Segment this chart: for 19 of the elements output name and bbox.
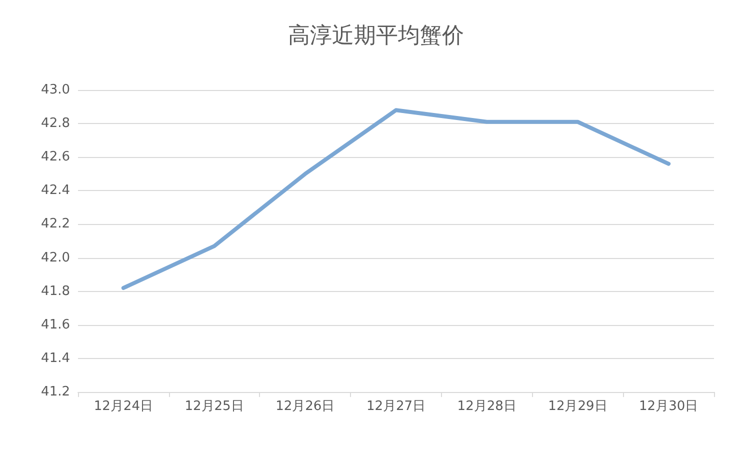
line-series (121, 108, 671, 290)
y-tick-label: 42.6 (41, 150, 70, 165)
x-tick-label: 12月29日 (548, 399, 608, 414)
x-tick-label: 12月28日 (457, 399, 516, 414)
y-tick-label: 41.2 (41, 384, 70, 400)
y-tick-label: 43.0 (41, 82, 70, 98)
x-tick-label: 12月30日 (639, 399, 698, 414)
y-tick-label: 41.8 (41, 284, 70, 299)
chart-title: 高淳近期平均蟹价 (288, 24, 464, 48)
y-tick-label: 42.0 (41, 250, 70, 266)
y-tick-label: 42.2 (41, 216, 70, 232)
x-tick-label: 12月24日 (94, 399, 153, 414)
y-tick-label: 41.6 (41, 317, 70, 332)
y-tick-label: 42.4 (41, 183, 70, 198)
x-tick-label: 12月25日 (184, 399, 244, 414)
x-tick-label: 12月26日 (276, 399, 335, 414)
y-tick-label: 42.8 (41, 116, 70, 132)
x-tick-label: 12月27日 (366, 399, 426, 414)
y-tick-label: 41.4 (41, 350, 70, 366)
